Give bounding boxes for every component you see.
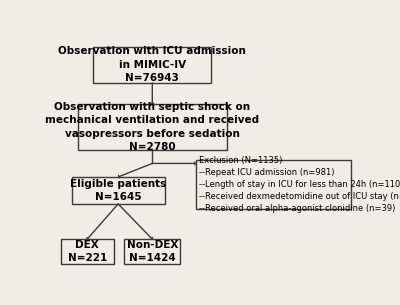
Text: Observation with ICU admission
in MIMIC-IV
N=76943: Observation with ICU admission in MIMIC-…: [58, 46, 246, 83]
Text: Exclusion (N=1135)
--Repeat ICU admission (n=981)
--Length of stay in ICU for le: Exclusion (N=1135) --Repeat ICU admissio…: [200, 156, 400, 213]
FancyBboxPatch shape: [124, 239, 180, 264]
FancyBboxPatch shape: [72, 177, 165, 204]
FancyBboxPatch shape: [61, 239, 114, 264]
FancyBboxPatch shape: [196, 160, 351, 209]
FancyBboxPatch shape: [78, 104, 227, 150]
FancyBboxPatch shape: [94, 47, 211, 83]
Text: Observation with septic shock on
mechanical ventilation and received
vasopressor: Observation with septic shock on mechani…: [45, 102, 259, 152]
Text: DEX
N=221: DEX N=221: [68, 240, 107, 263]
Text: Eligible patients
N=1645: Eligible patients N=1645: [70, 179, 166, 202]
Text: Non-DEX
N=1424: Non-DEX N=1424: [127, 240, 178, 263]
